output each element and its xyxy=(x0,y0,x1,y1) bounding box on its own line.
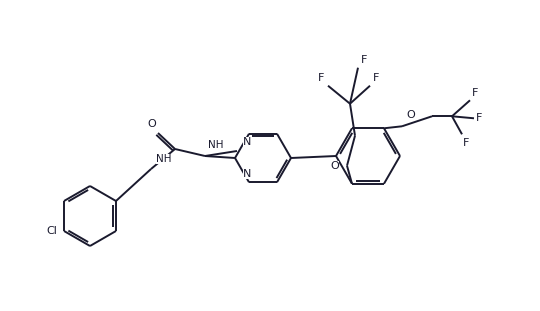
Text: F: F xyxy=(463,138,469,148)
Text: N: N xyxy=(243,169,251,179)
Text: O: O xyxy=(330,161,339,171)
Text: F: F xyxy=(361,55,367,65)
Text: O: O xyxy=(406,110,415,120)
Text: O: O xyxy=(147,119,157,129)
Text: F: F xyxy=(318,73,324,83)
Text: Cl: Cl xyxy=(46,226,57,236)
Text: NH: NH xyxy=(156,154,172,164)
Text: F: F xyxy=(472,88,478,98)
Text: N: N xyxy=(243,137,251,147)
Text: F: F xyxy=(476,113,482,123)
Text: F: F xyxy=(373,73,380,83)
Text: NH: NH xyxy=(208,140,224,150)
